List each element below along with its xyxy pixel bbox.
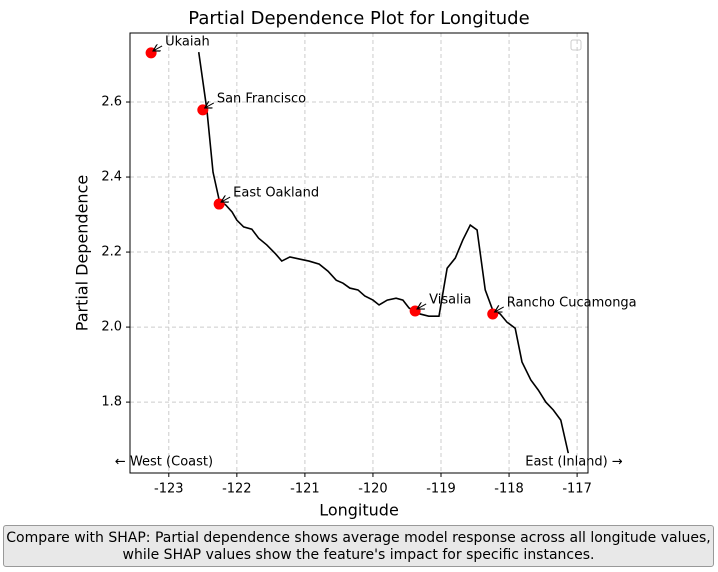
x-tick-label: -120: [358, 482, 388, 497]
plot-frame: [129, 32, 589, 474]
x-tick-label: -122: [222, 482, 252, 497]
note-line: while SHAP values show the feature's imp…: [122, 547, 595, 563]
y-tick-label: 2.4: [101, 170, 122, 185]
point-label: Visalia: [429, 292, 471, 307]
annotation-arrow: [417, 304, 427, 309]
y-tick-label: 2.6: [101, 95, 122, 110]
chart-title: Partial Dependence Plot for Longitude: [188, 8, 529, 29]
x-tick-label: -119: [426, 482, 456, 497]
annotation-arrow: [495, 307, 504, 312]
point-label: Rancho Cucamonga: [507, 295, 637, 310]
annotation-arrow: [221, 197, 231, 202]
x-tick-label: -121: [290, 482, 320, 497]
x-axis-label: Longitude: [319, 501, 399, 520]
point: [409, 305, 421, 317]
point: [145, 47, 157, 59]
x-tick-label: -117: [562, 482, 592, 497]
point: [487, 308, 499, 320]
y-tick-label: 2.0: [101, 320, 122, 335]
annotation-arrow: [205, 103, 215, 108]
note-box: Compare with SHAP: Partial dependence sh…: [3, 525, 714, 567]
point: [197, 104, 209, 116]
pd-line: [197, 52, 570, 454]
annotation-arrow: [153, 46, 163, 51]
y-tick-label: 1.8: [101, 395, 122, 410]
point-label: San Francisco: [217, 91, 306, 106]
point-label: East Oakland: [233, 186, 319, 201]
point: [213, 198, 225, 210]
direction-label: East (Inland) →: [525, 455, 623, 470]
note-line: Compare with SHAP: Partial dependence sh…: [6, 530, 711, 546]
y-tick-label: 2.2: [101, 245, 122, 260]
x-tick-label: -118: [494, 482, 524, 497]
y-axis-label: Partial Dependence: [73, 175, 92, 331]
direction-label: ← West (Coast): [115, 455, 213, 470]
legend-box: [570, 39, 582, 51]
x-tick-label: -123: [154, 482, 184, 497]
point-label: Ukaiah: [165, 34, 210, 49]
